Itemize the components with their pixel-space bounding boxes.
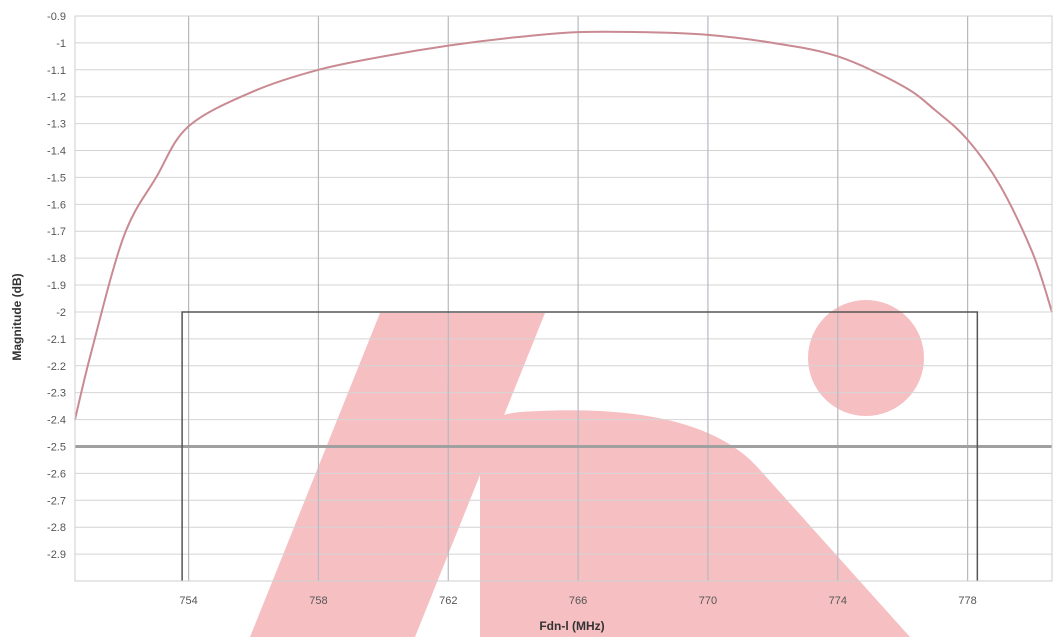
y-tick-label: -1.2 bbox=[47, 92, 66, 104]
plot-frame bbox=[74, 15, 1053, 582]
y-tick-label: -0.9 bbox=[47, 11, 66, 23]
watermark-logo bbox=[250, 300, 924, 637]
y-tick-labels: -0.9 -1 -1.1 -1.2 -1.3 -1.4 -1.5 -1.6 -1.7 -1.8 -1… bbox=[47, 11, 66, 561]
horizontal-gridlines bbox=[75, 15, 1052, 555]
y-tick-label: -1.3 bbox=[47, 119, 66, 131]
watermark-slash bbox=[250, 313, 545, 637]
specification-mask bbox=[181, 311, 979, 581]
y-tick-label: -2.6 bbox=[47, 468, 66, 480]
x-tick-label: 766 bbox=[569, 595, 587, 607]
y-tick-label: -2.7 bbox=[47, 495, 66, 507]
y-tick-label: -1.9 bbox=[47, 280, 66, 292]
y-tick-label: -1.7 bbox=[47, 226, 66, 238]
y-tick-label: -2.2 bbox=[47, 361, 66, 373]
y-axis-title: Magnitude (dB) bbox=[10, 273, 24, 360]
y-tick-label: -2.1 bbox=[47, 334, 66, 346]
y-tick-label: -2.3 bbox=[47, 388, 66, 400]
y-tick-label: -2.9 bbox=[47, 549, 66, 561]
x-tick-label: 762 bbox=[439, 595, 457, 607]
x-tick-label: 754 bbox=[179, 595, 197, 607]
vertical-gridlines bbox=[188, 16, 969, 581]
x-axis-title: Fdn-l (MHz) bbox=[539, 619, 604, 633]
y-tick-label: -1.5 bbox=[47, 172, 66, 184]
y-tick-label: -1.1 bbox=[47, 65, 66, 77]
y-tick-label: -2.5 bbox=[47, 441, 66, 453]
x-tick-label: 774 bbox=[829, 595, 847, 607]
x-tick-label: 770 bbox=[699, 595, 717, 607]
y-tick-label: -1.8 bbox=[47, 253, 66, 265]
watermark-arc bbox=[480, 410, 910, 637]
y-tick-label: -2.8 bbox=[47, 522, 66, 534]
x-tick-labels: 754 758 762 766 770 774 778 bbox=[179, 595, 976, 607]
y-tick-label: -1 bbox=[56, 38, 66, 50]
x-tick-label: 778 bbox=[958, 595, 976, 607]
x-tick-label: 758 bbox=[309, 595, 327, 607]
y-tick-label: -2.4 bbox=[47, 415, 66, 427]
y-tick-label: -2 bbox=[56, 307, 66, 319]
y-tick-label: -1.4 bbox=[47, 146, 66, 158]
watermark-dot bbox=[808, 300, 924, 416]
y-tick-label: -1.6 bbox=[47, 199, 66, 211]
series-line bbox=[74, 30, 1053, 420]
